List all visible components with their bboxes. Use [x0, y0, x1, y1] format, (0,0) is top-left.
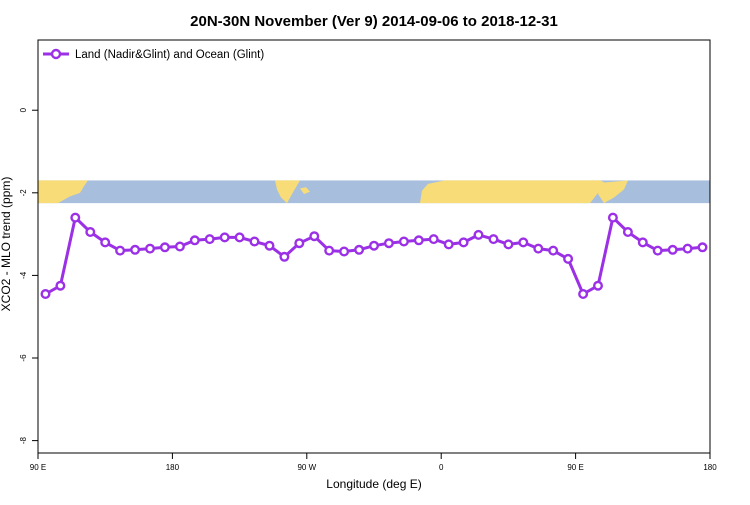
data-point: [204, 234, 215, 245]
data-point: [249, 236, 260, 247]
map-land-india: [598, 180, 628, 204]
legend: Land (Nadir&Glint) and Ocean (Glint): [43, 48, 264, 61]
data-point: [413, 235, 424, 246]
plot-frame: [37, 39, 711, 454]
data-point: [578, 289, 589, 300]
map-land-mexico: [275, 180, 300, 204]
x-tick-label: 180: [166, 463, 180, 472]
data-point: [174, 241, 185, 252]
x-axis-ticks: 90 E 180 90 W 0 90 E 180: [30, 453, 717, 472]
data-point: [488, 234, 499, 245]
data-point: [234, 232, 245, 243]
y-tick-label: 0: [19, 107, 28, 112]
data-point: [697, 242, 708, 253]
x-tick-label: 90 E: [567, 463, 583, 472]
data-point: [279, 251, 290, 262]
data-point: [473, 229, 484, 240]
data-point: [458, 237, 469, 248]
data-point: [369, 240, 380, 251]
y-tick-label: -2: [19, 189, 28, 197]
data-point: [607, 212, 618, 223]
data-point: [533, 243, 544, 254]
data-point: [667, 244, 678, 255]
data-point: [85, 226, 96, 237]
map-land-africa-arabia: [420, 180, 610, 204]
data-point: [115, 245, 126, 256]
data-point: [159, 242, 170, 253]
x-tick-label: 0: [439, 463, 444, 472]
world-map-band: [38, 180, 710, 204]
data-point: [398, 236, 409, 247]
series-layer: [40, 212, 708, 300]
data-point: [55, 280, 66, 291]
data-point: [652, 245, 663, 256]
map-land-gulf: [578, 180, 598, 190]
data-point: [339, 246, 350, 257]
x-tick-label: 90 E: [30, 463, 46, 472]
y-tick-label: -4: [19, 271, 28, 279]
legend-marker: [50, 48, 62, 60]
y-axis-ticks: 0 -2 -4 -6 -8: [19, 107, 38, 444]
chart-title: 20N-30N November (Ver 9) 2014-09-06 to 2…: [190, 13, 558, 30]
y-tick-label: -6: [19, 354, 28, 362]
data-point: [622, 226, 633, 237]
data-point: [294, 238, 305, 249]
data-point: [40, 289, 51, 300]
data-point: [548, 245, 559, 256]
data-point: [189, 235, 200, 246]
map-land-asia-left: [38, 180, 88, 204]
data-point: [309, 231, 320, 242]
map-land-cuba: [300, 187, 310, 195]
data-point: [354, 244, 365, 255]
series-line: [44, 216, 703, 296]
y-tick-label: -8: [19, 437, 28, 445]
data-point: [70, 212, 81, 223]
data-point: [637, 237, 648, 248]
x-axis-label: Longitude (deg E): [326, 477, 421, 491]
x-tick-label: 180: [703, 463, 717, 472]
data-point: [518, 237, 529, 248]
data-point: [100, 237, 111, 248]
legend-label: Land (Nadir&Glint) and Ocean (Glint): [75, 49, 264, 61]
data-point: [428, 234, 439, 245]
x-tick-label: 90 W: [297, 463, 316, 472]
data-point: [593, 280, 604, 291]
y-axis-label: XCO2 - MLO trend (ppm): [0, 177, 13, 312]
data-point: [324, 245, 335, 256]
data-point: [682, 243, 693, 254]
data-point: [144, 243, 155, 254]
data-point: [219, 232, 230, 243]
data-point: [503, 239, 514, 250]
data-point: [443, 239, 454, 250]
data-point: [130, 244, 141, 255]
data-point: [563, 253, 574, 264]
data-point: [264, 240, 275, 251]
data-point: [383, 238, 394, 249]
